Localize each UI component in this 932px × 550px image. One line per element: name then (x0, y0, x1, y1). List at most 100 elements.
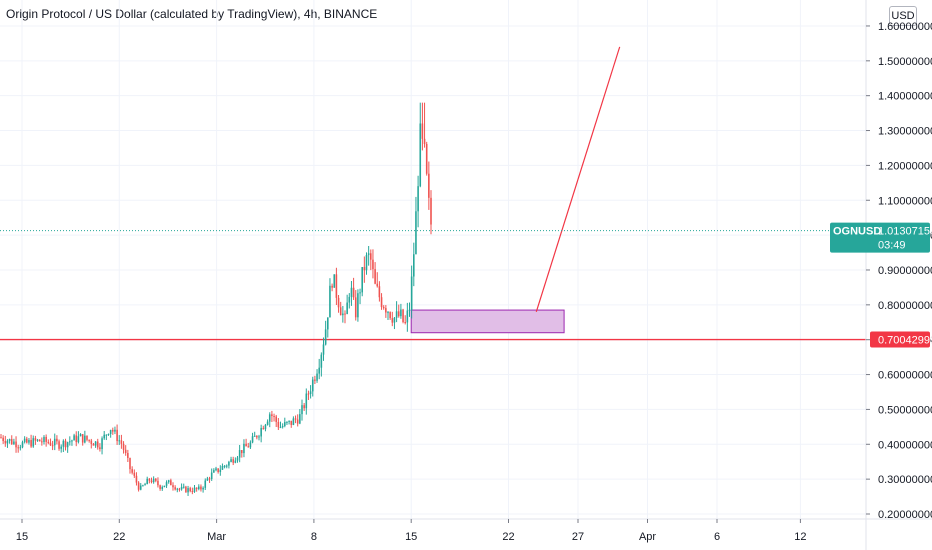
candle-body (124, 449, 127, 453)
candle-body (320, 354, 323, 368)
trend-line (535, 46, 621, 312)
y-tick-label: 0.40000000 (878, 439, 932, 451)
candle-body (423, 138, 426, 145)
candle-body (251, 436, 254, 443)
candle-body (314, 379, 316, 381)
candle-body (249, 442, 252, 448)
candle-body (107, 433, 110, 435)
candle-body (307, 393, 310, 395)
candle-body (238, 450, 241, 458)
candle-body (36, 439, 39, 441)
candle-body (2, 437, 4, 442)
candle-body (19, 447, 22, 449)
candle-body (417, 186, 419, 212)
candle-body (49, 442, 52, 446)
candle-body (122, 443, 125, 450)
candle-body (329, 285, 331, 318)
y-tick-label: 1.20000000 (878, 160, 932, 172)
candle-body (221, 466, 224, 470)
x-tick-label: 22 (113, 531, 125, 543)
candle-body (198, 486, 200, 490)
x-tick-label: Apr (639, 531, 656, 543)
candle-body (230, 459, 232, 462)
candle-body (421, 123, 424, 139)
chart-title: Origin Protocol / US Dollar (calculated … (6, 7, 378, 21)
candle-body (406, 310, 409, 323)
candle-body (21, 442, 24, 448)
candle-body (413, 254, 415, 277)
candle-body (425, 144, 428, 174)
candle-body (215, 468, 217, 471)
candle-body (344, 313, 346, 315)
candle-body (0, 437, 2, 439)
candle-body (152, 478, 155, 483)
candle-body (90, 440, 93, 444)
currency-button[interactable]: USD (889, 6, 917, 26)
support-price-badge (870, 331, 930, 348)
candle-body (172, 485, 174, 488)
candle-body (245, 443, 247, 447)
candle-body (223, 465, 226, 467)
candle-body (354, 297, 357, 318)
candle-body (77, 436, 80, 443)
candle-body (34, 438, 37, 441)
candle-body (217, 468, 219, 473)
last-price-value: 1.01307150 (878, 226, 932, 238)
candle-body (335, 274, 338, 298)
candle-body (200, 486, 202, 490)
candle-body (258, 436, 260, 438)
candle-body (92, 443, 95, 446)
candle-body (210, 472, 213, 479)
candle-body (118, 440, 121, 442)
candle-body (410, 276, 413, 310)
demand-zone (410, 309, 565, 334)
candle-body (189, 488, 191, 492)
candle-body (370, 253, 372, 260)
candle-body (150, 480, 153, 483)
candle-body (182, 486, 185, 488)
candle-body (243, 443, 245, 454)
x-tick-label: 12 (794, 531, 806, 543)
candle-body (165, 482, 168, 486)
y-tick-label: 1.30000000 (878, 126, 932, 138)
candle-body (253, 435, 256, 437)
candle-body (385, 308, 387, 313)
candle-body (273, 416, 275, 418)
y-tick-label: 0.30000000 (878, 474, 932, 486)
candle-body (305, 393, 308, 409)
y-tick-label: 0.80000000 (878, 300, 932, 312)
grid (0, 0, 866, 519)
y-tick-label: 0.50000000 (878, 404, 932, 416)
y-tick-label: 0.60000000 (878, 370, 932, 382)
y-tick-label: 0.20000000 (878, 509, 932, 521)
candle-body (88, 439, 90, 441)
candle-body (281, 425, 284, 428)
x-tick-label: 15 (16, 531, 28, 543)
candle-body (187, 488, 189, 493)
candle-body (331, 285, 333, 288)
y-tick-label: 1.50000000 (878, 56, 932, 68)
candle-body (66, 442, 69, 448)
candle-body (365, 255, 368, 271)
candle-body (41, 441, 43, 443)
candle-body (56, 438, 58, 442)
candle-body (262, 427, 265, 430)
candle-body (43, 436, 45, 442)
candle-body (286, 421, 288, 423)
candle-body (8, 439, 11, 441)
candle-body (350, 287, 353, 297)
candle-body (174, 487, 176, 490)
candle-body (30, 440, 32, 447)
candle-body (346, 302, 348, 315)
candle-body (47, 441, 50, 443)
candle-body (146, 478, 148, 485)
candle-body (131, 469, 133, 473)
candle-body (342, 313, 344, 316)
x-tick-label: 15 (405, 531, 417, 543)
candle-body (101, 438, 103, 450)
candle-body (32, 438, 35, 447)
candle-body (361, 267, 363, 293)
candle-body (234, 460, 237, 463)
